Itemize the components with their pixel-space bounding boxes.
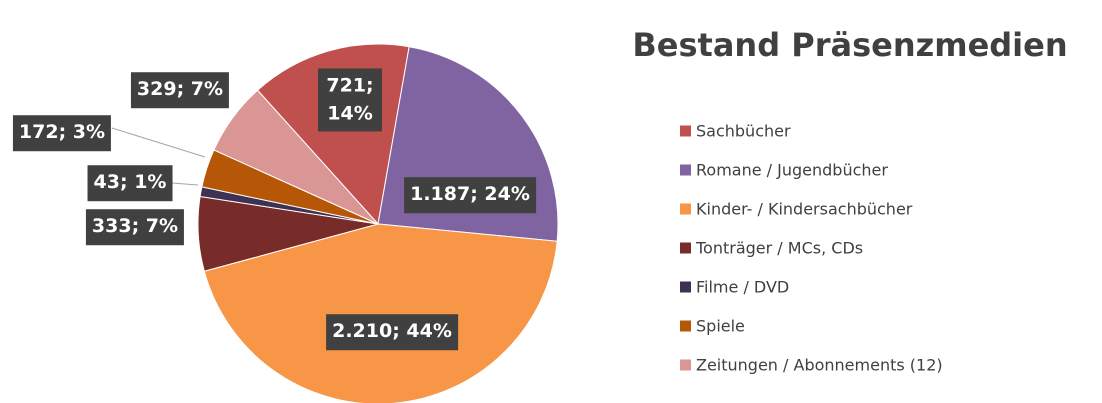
- legend-swatch: [680, 203, 691, 215]
- leader-line: [111, 127, 206, 158]
- data-label: 43; 1%: [87, 165, 173, 201]
- leader-line: [171, 182, 199, 186]
- legend-swatch: [680, 125, 691, 137]
- legend-label: Filme / DVD: [696, 277, 790, 297]
- legend-label: Tonträger / MCs, CDs: [696, 238, 864, 258]
- legend-entry: Zeitungen / Abonnements (12): [680, 356, 943, 375]
- legend-entry: Romane / Jugendbücher: [680, 161, 888, 180]
- data-label: 172; 3%: [12, 115, 112, 151]
- chart-title: Bestand Präsenzmedien: [632, 26, 1068, 64]
- legend-label: Kinder- / Kindersachbücher: [696, 199, 913, 219]
- data-label: 721; 14%: [318, 68, 382, 132]
- data-label: 1.187; 24%: [404, 177, 536, 213]
- legend-label: Zeitungen / Abonnements (12): [696, 355, 943, 375]
- legend-entry: Spiele: [680, 317, 745, 336]
- legend-swatch: [680, 320, 691, 332]
- pie-slice: [213, 89, 379, 225]
- legend-entry: Kinder- / Kindersachbücher: [680, 200, 912, 219]
- data-label: 2.210; 44%: [326, 314, 458, 350]
- legend-entry: Filme / DVD: [680, 278, 789, 297]
- data-label: 333; 7%: [85, 209, 185, 245]
- legend-entry: Sachbücher: [680, 122, 791, 141]
- legend-label: Sachbücher: [696, 121, 791, 141]
- legend-swatch: [680, 242, 691, 254]
- legend-swatch: [680, 281, 691, 293]
- legend-label: Romane / Jugendbücher: [696, 160, 888, 180]
- data-label: 329; 7%: [130, 72, 230, 108]
- legend-swatch: [680, 359, 691, 371]
- legend-swatch: [680, 164, 691, 176]
- legend-label: Spiele: [696, 316, 745, 336]
- legend-entry: Tonträger / MCs, CDs: [680, 239, 863, 258]
- pie-slice: [203, 223, 558, 403]
